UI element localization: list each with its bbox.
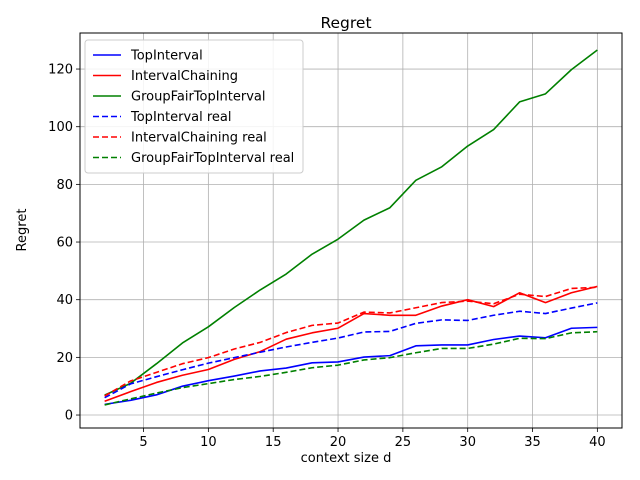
legend-label: GroupFairTopInterval real bbox=[131, 151, 294, 166]
series-line-groupfairtopinterval-real bbox=[104, 330, 598, 406]
legend-box bbox=[84, 39, 304, 174]
y-tick-label: 0 bbox=[65, 409, 73, 424]
legend-label: TopInterval real bbox=[130, 110, 232, 125]
y-ticks: 0 20 40 60 80 100 120 bbox=[48, 63, 80, 424]
legend-label: IntervalChaining real bbox=[131, 131, 267, 146]
chart-title: Regret bbox=[320, 14, 371, 32]
series-line-intervalchaining-real bbox=[104, 286, 598, 397]
y-tick-label: 80 bbox=[56, 178, 73, 193]
y-tick-label: 40 bbox=[56, 293, 73, 308]
x-tick-label: 20 bbox=[330, 435, 347, 450]
y-tick-label: 100 bbox=[48, 120, 73, 135]
y-tick-label: 120 bbox=[48, 63, 73, 78]
legend-label: IntervalChaining bbox=[131, 69, 238, 84]
series-line-groupfairtopinterval bbox=[104, 49, 598, 396]
x-axis-label: context size d bbox=[301, 451, 392, 466]
series-line-topinterval bbox=[104, 326, 598, 406]
legend-label: GroupFairTopInterval bbox=[131, 90, 266, 105]
x-tick-label: 10 bbox=[200, 435, 217, 450]
y-tick-label: 20 bbox=[56, 351, 73, 366]
series-line-topinterval-real bbox=[104, 302, 598, 399]
plot-frame bbox=[79, 32, 623, 429]
x-tick-label: 35 bbox=[524, 435, 541, 450]
x-tick-label: 25 bbox=[395, 435, 412, 450]
legend-label: TopInterval bbox=[130, 49, 203, 64]
x-tick-label: 5 bbox=[139, 435, 147, 450]
series-lines bbox=[104, 49, 598, 406]
y-axis-label: Regret bbox=[15, 209, 30, 252]
legend: TopInterval IntervalChaining GroupFairTopI… bbox=[84, 39, 304, 174]
x-tick-label: 15 bbox=[265, 435, 282, 450]
x-tick-label: 30 bbox=[459, 435, 476, 450]
x-tick-label: 40 bbox=[589, 435, 606, 450]
x-ticks: 5 10 15 20 25 30 35 40 bbox=[139, 428, 606, 450]
y-tick-label: 60 bbox=[56, 236, 73, 251]
